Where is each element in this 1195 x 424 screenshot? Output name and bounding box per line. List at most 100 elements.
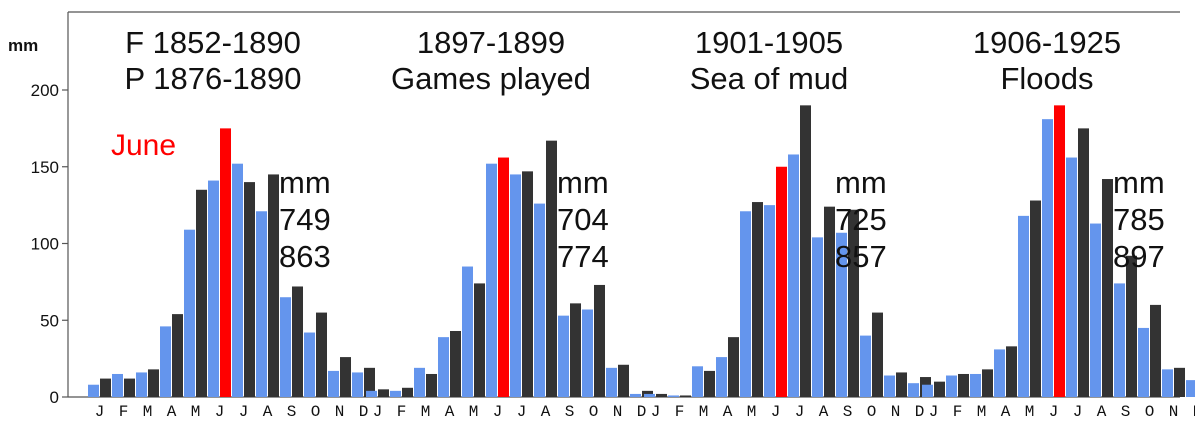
- month-label: M: [747, 403, 757, 421]
- bar-p-2-m3: [426, 373, 437, 397]
- bar-p-1-m8: [268, 174, 279, 397]
- bar-p-3-m6: [776, 166, 787, 397]
- bar-f-2-m6: [486, 163, 497, 397]
- bar-f-1-m5: [184, 229, 195, 397]
- bar-f-4-m5: [1018, 215, 1029, 397]
- month-label: N: [335, 403, 345, 421]
- bar-p-1-m10: [316, 312, 327, 397]
- bar-p-4-m1: [934, 381, 945, 397]
- bar-p-4-m5: [1030, 200, 1041, 397]
- bar-f-2-m10: [582, 309, 593, 397]
- bar-p-2-m6: [498, 157, 509, 397]
- month-label: J: [1073, 403, 1083, 421]
- month-label: O: [867, 403, 877, 421]
- month-label: O: [311, 403, 321, 421]
- bar-f-4-m10: [1138, 327, 1149, 397]
- month-label: J: [95, 403, 105, 421]
- totals-f: 749: [279, 202, 331, 237]
- bar-f-4-m8: [1090, 223, 1101, 397]
- totals-p: 857: [835, 239, 887, 274]
- bar-f-1-m11: [328, 370, 339, 397]
- month-label: A: [1097, 403, 1107, 421]
- month-label: F: [675, 403, 685, 421]
- bar-f-1-m6: [208, 180, 219, 397]
- month-label: J: [929, 403, 939, 421]
- bar-p-4-m3: [982, 369, 993, 397]
- month-label: M: [977, 403, 987, 421]
- bar-f-4-m9: [1114, 283, 1125, 397]
- bar-f-2-m9: [558, 315, 569, 397]
- bar-f-2-m2: [390, 390, 401, 397]
- totals-unit: mm: [835, 165, 887, 200]
- bar-p-3-m3: [704, 370, 715, 397]
- bar-p-3-m11: [896, 372, 907, 397]
- month-label: F: [119, 403, 129, 421]
- bar-p-3-m8: [824, 206, 835, 397]
- bar-f-4-m11: [1162, 369, 1173, 397]
- bar-f-3-m10: [860, 335, 871, 397]
- panel-title-line2: Sea of mud: [690, 61, 849, 96]
- y-unit-label: mm: [8, 36, 38, 55]
- month-label: D: [1193, 403, 1195, 421]
- month-label: S: [1121, 403, 1131, 421]
- month-label: F: [397, 403, 407, 421]
- bar-f-4-m7: [1066, 157, 1077, 397]
- y-tick-label: 0: [50, 388, 59, 407]
- bar-f-4-m1: [922, 384, 933, 397]
- bar-p-4-m11: [1174, 367, 1185, 397]
- bar-p-1-m7: [244, 182, 255, 397]
- bar-p-2-m1: [378, 389, 389, 397]
- panel-title-line2: Floods: [1000, 61, 1093, 96]
- month-label: O: [1145, 403, 1155, 421]
- bar-f-1-m9: [280, 297, 291, 397]
- bar-f-3-m7: [788, 154, 799, 397]
- month-label: J: [493, 403, 503, 421]
- y-tick-label: 150: [31, 158, 59, 177]
- totals-unit: mm: [1113, 165, 1165, 200]
- month-label: O: [589, 403, 599, 421]
- panel-title-line2: Games played: [391, 61, 591, 96]
- bar-f-2-m11: [606, 367, 617, 397]
- bar-p-3-m9: [848, 209, 859, 397]
- month-label: A: [167, 403, 177, 421]
- bar-p-2-m10: [594, 284, 605, 397]
- bar-p-1-m11: [340, 357, 351, 397]
- totals-f: 704: [557, 202, 609, 237]
- month-label: D: [359, 403, 369, 421]
- totals-unit: mm: [557, 165, 609, 200]
- bar-f-1-m12: [352, 372, 363, 397]
- month-label: F: [953, 403, 963, 421]
- bar-f-1-m7: [232, 163, 243, 397]
- month-label: M: [699, 403, 709, 421]
- month-label: J: [517, 403, 527, 421]
- totals-f: 725: [835, 202, 887, 237]
- bar-f-3-m5: [740, 211, 751, 397]
- month-label: M: [143, 403, 153, 421]
- bar-p-3-m7: [800, 105, 811, 397]
- panel-title-line1: F 1852-1890: [125, 25, 301, 60]
- panel-title-line2: P 1876-1890: [125, 61, 302, 96]
- bar-p-3-m4: [728, 337, 739, 397]
- bar-p-1-m9: [292, 286, 303, 397]
- bar-p-1-m1: [100, 378, 111, 397]
- month-label: J: [373, 403, 383, 421]
- month-label: N: [891, 403, 901, 421]
- month-label: A: [541, 403, 551, 421]
- bar-f-2-m5: [462, 266, 473, 397]
- month-label: N: [613, 403, 623, 421]
- month-label: J: [215, 403, 225, 421]
- bar-f-2-m4: [438, 337, 449, 397]
- bar-p-1-m4: [172, 314, 183, 397]
- month-label: D: [637, 403, 647, 421]
- month-label: A: [819, 403, 829, 421]
- bar-f-3-m2: [668, 395, 679, 397]
- panel-title-line1: 1897-1899: [417, 25, 565, 60]
- bar-p-4-m7: [1078, 128, 1089, 397]
- bar-f-4-m2: [946, 375, 957, 397]
- bar-p-4-m6: [1054, 105, 1065, 397]
- bar-p-3-m1: [656, 393, 667, 397]
- month-label: M: [469, 403, 479, 421]
- bar-p-2-m7: [522, 171, 533, 397]
- y-tick-label: 50: [40, 311, 59, 330]
